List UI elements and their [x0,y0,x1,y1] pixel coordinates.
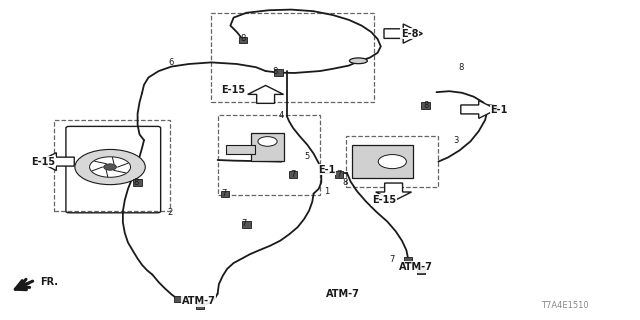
Bar [174,296,182,302]
Text: 5: 5 [305,152,310,161]
Text: E-15: E-15 [221,84,246,95]
Bar [239,37,248,43]
Bar [335,171,344,178]
Ellipse shape [349,58,367,64]
Text: 7: 7 [389,255,394,264]
FancyBboxPatch shape [251,133,284,161]
Polygon shape [461,100,497,118]
Text: ATM-7: ATM-7 [326,289,359,299]
Text: E-15: E-15 [31,156,56,167]
Circle shape [104,164,116,170]
FancyBboxPatch shape [226,145,255,154]
Text: ATM-7: ATM-7 [182,296,215,306]
Text: E-8: E-8 [401,28,419,39]
Text: 7: 7 [291,170,296,179]
Ellipse shape [477,105,498,111]
Text: E-1: E-1 [317,164,335,175]
Text: 2: 2 [167,208,172,217]
Text: 8: 8 [134,178,139,187]
Text: 8: 8 [241,34,246,43]
Text: FR.: FR. [40,276,58,287]
Text: 7: 7 [242,220,247,228]
Circle shape [258,137,277,146]
FancyBboxPatch shape [352,145,413,178]
Text: 3: 3 [453,136,458,145]
Polygon shape [38,153,74,171]
Text: T7A4E1510: T7A4E1510 [541,301,589,310]
Circle shape [378,155,406,169]
Text: E-1: E-1 [490,105,508,116]
Text: 4: 4 [279,111,284,120]
Bar [404,257,413,263]
Text: 8: 8 [342,178,348,187]
Circle shape [75,149,145,185]
Bar [134,179,142,186]
Text: ATM-7: ATM-7 [399,262,433,272]
Text: 6: 6 [169,58,174,67]
Bar [54,120,170,211]
Text: 7: 7 [337,170,342,179]
Polygon shape [248,85,284,103]
Bar [243,221,251,228]
Text: E-15: E-15 [372,195,396,205]
Bar [417,267,426,274]
Bar [422,102,430,109]
Bar [346,136,438,187]
Bar [196,303,204,309]
Text: 8: 8 [458,63,463,72]
Bar [218,115,320,195]
Circle shape [90,157,131,177]
Text: 8: 8 [423,101,428,110]
Polygon shape [384,24,422,43]
Bar [211,13,374,102]
Bar [221,191,230,197]
Text: 8: 8 [273,68,278,76]
Text: 1: 1 [324,188,329,196]
Bar [275,69,283,76]
Polygon shape [376,183,412,201]
Bar [289,171,298,178]
Text: 7: 7 [221,189,227,198]
